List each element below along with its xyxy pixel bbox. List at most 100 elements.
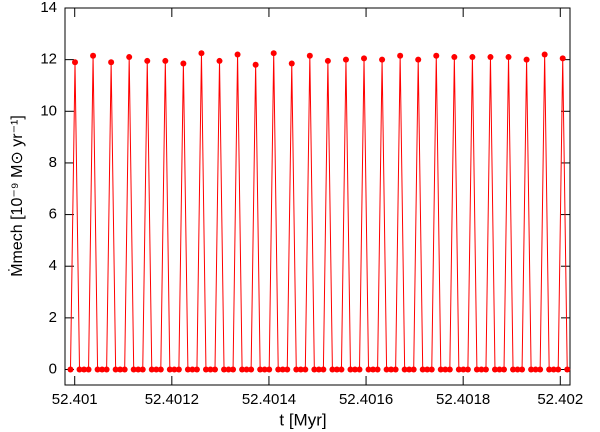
data-point	[311, 366, 318, 373]
data-point	[279, 366, 286, 373]
data-point	[333, 366, 340, 373]
data-point	[559, 55, 566, 62]
data-point	[460, 366, 467, 373]
data-point	[248, 366, 255, 373]
data-point	[469, 54, 476, 61]
data-point	[361, 55, 368, 62]
data-point	[351, 366, 358, 373]
data-point	[81, 366, 88, 373]
data-point	[528, 366, 535, 373]
data-point	[478, 366, 485, 373]
data-point	[94, 366, 101, 373]
data-point	[85, 366, 92, 373]
data-point	[455, 366, 462, 373]
data-point	[356, 366, 363, 373]
data-point	[487, 54, 494, 61]
data-point	[388, 366, 395, 373]
data-point	[202, 366, 209, 373]
data-point	[401, 366, 408, 373]
data-point	[365, 366, 372, 373]
data-point	[288, 60, 295, 67]
data-point	[230, 366, 237, 373]
data-point	[442, 366, 449, 373]
data-point	[374, 366, 381, 373]
data-point	[166, 366, 173, 373]
x-axis-label: t [Myr]	[279, 410, 326, 429]
y-tick-label: 8	[49, 154, 57, 171]
data-point	[383, 366, 390, 373]
data-point	[257, 366, 264, 373]
data-point	[216, 57, 223, 64]
data-point	[211, 366, 218, 373]
y-tick-label: 10	[40, 102, 57, 119]
data-point	[514, 366, 521, 373]
data-point	[103, 366, 110, 373]
data-point	[90, 52, 97, 59]
data-point	[99, 366, 106, 373]
y-tick-label: 6	[49, 206, 57, 223]
data-point	[428, 366, 435, 373]
y-tick-label: 14	[40, 0, 57, 16]
data-point	[162, 57, 169, 64]
data-point	[302, 366, 309, 373]
data-point	[139, 366, 146, 373]
data-point	[546, 366, 553, 373]
data-point	[184, 366, 191, 373]
data-point	[550, 366, 557, 373]
data-point	[76, 366, 83, 373]
data-point	[315, 366, 322, 373]
data-point	[153, 366, 160, 373]
y-tick-label: 12	[40, 51, 57, 68]
data-point	[415, 56, 422, 63]
data-point	[491, 366, 498, 373]
data-point	[446, 366, 453, 373]
data-point	[532, 366, 539, 373]
data-point	[419, 366, 426, 373]
plot-frame	[64, 7, 571, 386]
data-point	[320, 366, 327, 373]
data-point	[555, 366, 562, 373]
data-point	[324, 57, 331, 64]
y-tick-label: 0	[49, 360, 57, 377]
data-point	[510, 366, 517, 373]
data-point	[379, 56, 386, 63]
x-tick-label: 52.4018	[436, 391, 490, 408]
data-point	[564, 366, 571, 373]
data-point	[198, 50, 205, 57]
data-point	[410, 366, 417, 373]
data-point	[473, 366, 480, 373]
data-point	[108, 59, 115, 66]
data-point	[225, 366, 232, 373]
data-point	[523, 56, 530, 63]
data-point	[451, 54, 458, 61]
data-point	[397, 52, 404, 59]
series-line	[69, 53, 568, 371]
data-point	[193, 366, 200, 373]
data-point	[130, 366, 137, 373]
data-point	[126, 54, 133, 61]
data-point	[207, 366, 214, 373]
data-point	[464, 366, 471, 373]
data-point	[117, 366, 124, 373]
data-point	[482, 366, 489, 373]
data-point	[266, 366, 273, 373]
data-point	[144, 57, 151, 64]
data-point	[175, 366, 182, 373]
x-tick-label: 52.4014	[242, 391, 296, 408]
data-point	[505, 54, 512, 61]
data-point	[234, 51, 241, 58]
data-point	[406, 366, 413, 373]
data-point	[180, 60, 187, 67]
data-point	[338, 366, 345, 373]
data-point	[284, 366, 291, 373]
data-point	[306, 52, 313, 59]
x-tick-label: 52.401	[52, 391, 98, 408]
data-point	[537, 366, 544, 373]
data-point	[501, 366, 508, 373]
y-tick-label: 4	[49, 257, 57, 274]
data-point	[189, 366, 196, 373]
data-point	[433, 52, 440, 59]
data-point	[72, 59, 79, 66]
data-point	[342, 56, 349, 63]
